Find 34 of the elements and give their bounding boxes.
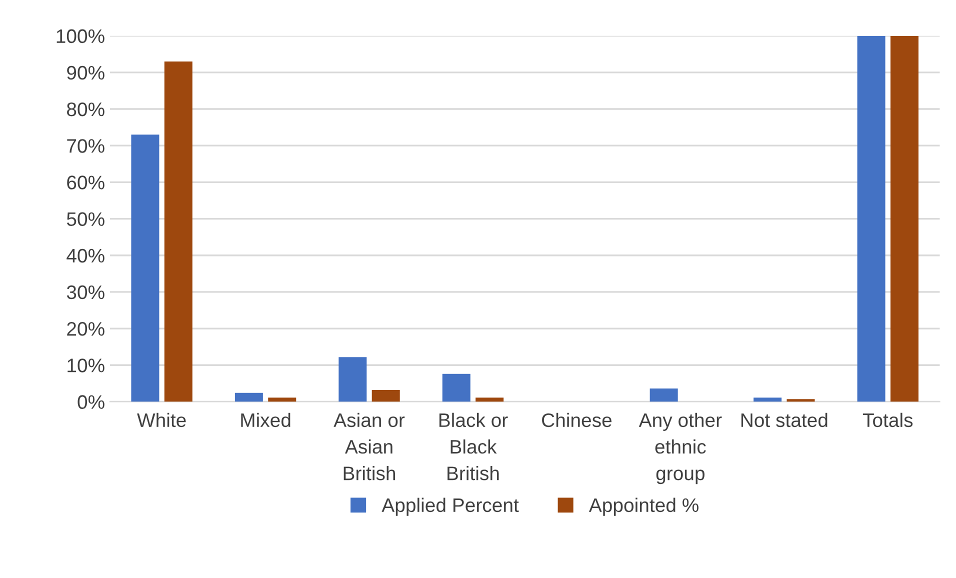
bar [442,374,470,402]
bar [164,61,192,402]
bar [476,398,504,402]
x-tick-label: White [137,412,186,428]
y-tick-label: 50% [66,212,104,226]
bar [372,390,400,402]
y-tick-label: 20% [67,322,104,336]
bar [268,398,296,402]
y-tick-label: 0% [78,395,104,409]
x-tick-label: Totals [862,412,913,428]
x-tick-label: Not stated [741,412,828,428]
y-tick-label: 100% [56,29,104,44]
y-tick-label: 60% [67,176,104,190]
y-tick-label: 80% [67,102,104,116]
y-tick-label: 90% [67,66,104,80]
bar [338,357,367,402]
bar [857,36,886,402]
y-tick-label: 30% [66,285,104,300]
x-tick-label: Asian or Asian British [334,412,405,480]
bar [754,398,782,402]
y-tick-label: 40% [66,248,104,263]
x-tick-label: Mixed [241,412,290,428]
y-tick-label: 10% [68,358,104,372]
bar [234,392,263,402]
bar [131,134,160,402]
legend-label: Applied Percent [382,498,519,516]
bar [650,388,678,402]
bar [890,36,918,402]
legend-label: Appointed % [588,498,698,516]
x-tick-label: Chinese [542,412,612,428]
x-tick-label: Any other ethnic group [638,412,722,484]
bar [786,399,815,402]
x-tick-label: Black or Black British [439,412,508,480]
y-tick-label: 70% [67,139,104,153]
